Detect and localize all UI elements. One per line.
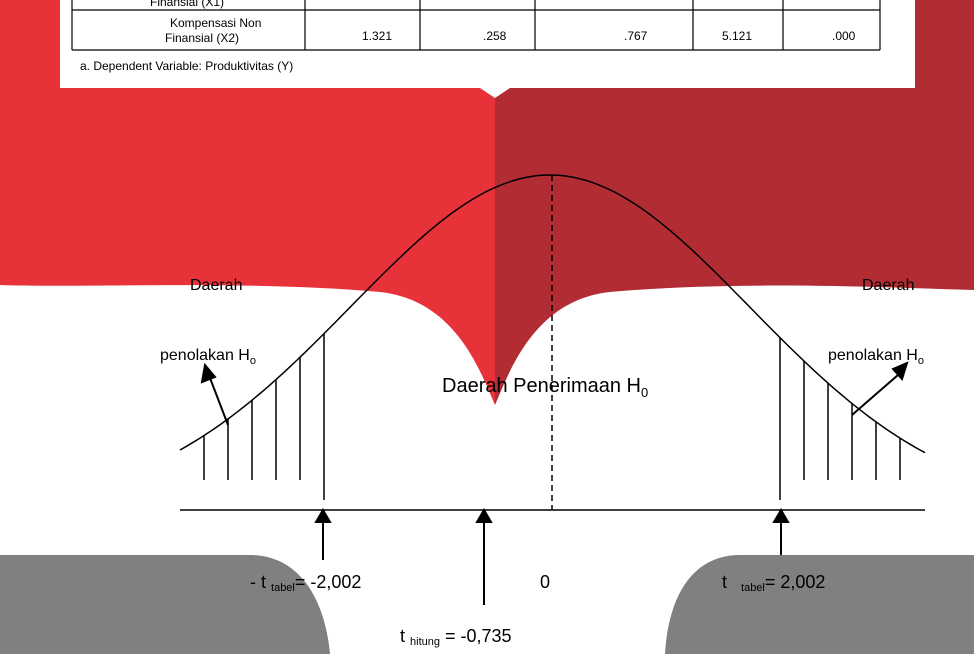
cell: Kompensasi Non [170, 16, 261, 30]
cell: 1.321 [362, 29, 392, 43]
table-grid [71, 0, 881, 51]
table-panel [60, 0, 915, 98]
region-label: penolakan Ho [828, 347, 924, 367]
accept-label: Daerah Penerimaan H0 [442, 375, 648, 400]
normal-curve [179, 174, 926, 454]
region-label: Daerah [862, 277, 914, 294]
t-label: t tabel= 2,002 [722, 572, 825, 594]
distribution [179, 174, 926, 511]
region-label: Daerah [190, 277, 242, 294]
zero-label: 0 [540, 572, 550, 592]
cell: .258 [483, 29, 507, 43]
cell: .000 [832, 29, 856, 43]
cell: Finansial (X2) [165, 31, 239, 45]
red-shape-left [0, 0, 495, 405]
cell: 5.121 [722, 29, 752, 43]
t-label: - t tabel= -2,002 [250, 572, 361, 594]
footnote: a. Dependent Variable: Produktivitas (Y) [80, 59, 293, 73]
gray-shape-right [665, 555, 974, 654]
arrows [200, 361, 909, 605]
t-label: t hitung = -0,735 [400, 626, 512, 648]
cell: .767 [624, 29, 648, 43]
gray-shape-left [0, 555, 330, 654]
cell: Finansial (X1) [150, 0, 224, 9]
region-label: penolakan Ho [160, 347, 256, 367]
red-shape-right [495, 0, 974, 405]
